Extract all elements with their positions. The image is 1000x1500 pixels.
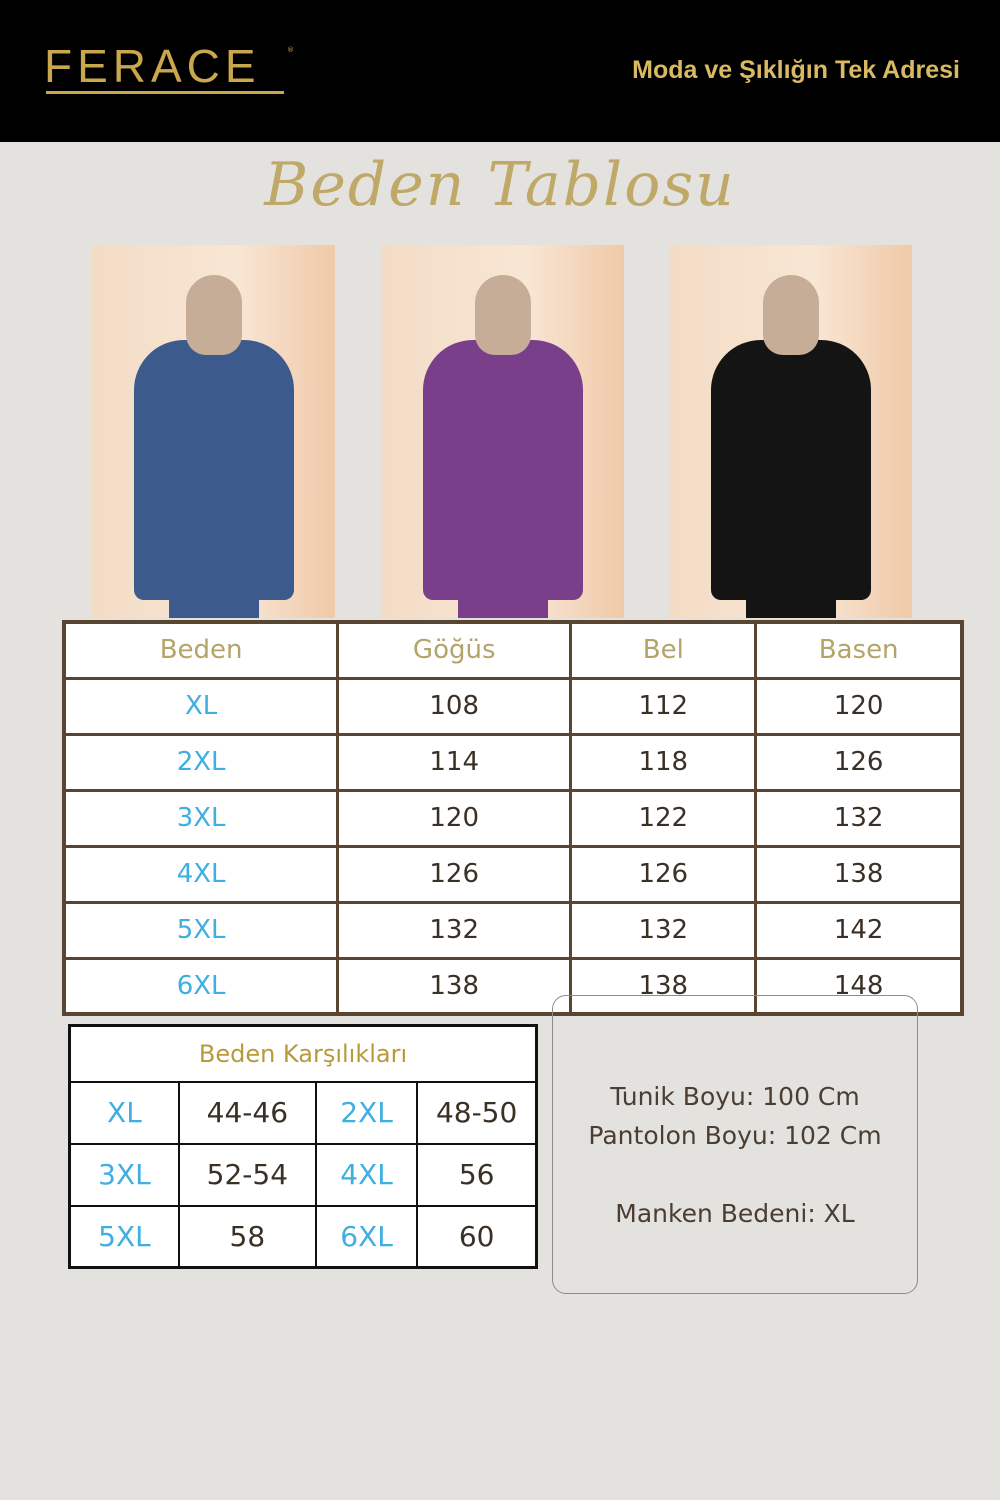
table-cell: 114	[336, 732, 573, 792]
table-cell: 4XL	[62, 844, 340, 904]
equivalents-title: Beden Karşılıkları	[68, 1024, 538, 1083]
table-cell: 2XL	[314, 1080, 419, 1145]
table-cell: 6XL	[314, 1204, 419, 1269]
table-cell: 132	[754, 788, 964, 848]
table-cell: XL	[62, 676, 340, 736]
table-cell: 5XL	[68, 1204, 180, 1269]
brand-logo: FERACE	[44, 40, 261, 92]
table-row: 2XL 114 118 126	[62, 732, 964, 792]
table-cell: 142	[754, 900, 964, 960]
header: FERACE ® Moda ve Şıklığın Tek Adresi	[0, 0, 1000, 142]
page-title: Beden Tablosu	[264, 150, 736, 220]
table-cell: 126	[569, 844, 758, 904]
table-cell: 112	[569, 676, 758, 736]
table-row: 5XL 132 132 142	[62, 900, 964, 960]
table-cell: 118	[569, 732, 758, 792]
table-cell: 52-54	[177, 1142, 317, 1207]
table-cell: 3XL	[68, 1142, 180, 1207]
table-cell: 138	[336, 956, 573, 1016]
table-cell: 4XL	[314, 1142, 419, 1207]
tunic-length: Tunik Boyu: 100 Cm	[610, 1082, 860, 1111]
slogan: Moda ve Şıklığın Tek Adresi	[632, 56, 960, 84]
column-header: Bel	[569, 620, 758, 680]
model-size: Manken Bedeni: XL	[615, 1199, 855, 1228]
table-header-row: Beden Göğüs Bel Basen	[62, 620, 964, 680]
table-cell: 56	[416, 1142, 538, 1207]
table-cell: 120	[336, 788, 573, 848]
table-cell: 108	[336, 676, 573, 736]
table-row: 3XL 120 122 132	[62, 788, 964, 848]
table-cell: 126	[336, 844, 573, 904]
table-cell: 132	[569, 900, 758, 960]
table-row: 3XL 52-54 4XL 56	[68, 1142, 538, 1207]
table-cell: 132	[336, 900, 573, 960]
table-cell: 138	[754, 844, 964, 904]
table-row: 5XL 58 6XL 60	[68, 1204, 538, 1269]
table-cell: 3XL	[62, 788, 340, 848]
column-header: Beden	[62, 620, 340, 680]
size-table: Beden Göğüs Bel Basen XL 108 112 120 2XL 114 118 12…	[62, 620, 964, 1016]
table-cell: 44-46	[177, 1080, 317, 1145]
size-equivalents-table: Beden Karşılıkları XL 44-46 2XL 48-50 3XL 52-…	[68, 1024, 538, 1269]
column-header: Basen	[754, 620, 964, 680]
table-cell: 6XL	[62, 956, 340, 1016]
table-cell: 5XL	[62, 900, 340, 960]
registered-mark: ®	[287, 46, 294, 54]
model-photo	[92, 245, 335, 618]
info-box: Tunik Boyu: 100 Cm Pantolon Boyu: 102 Cm…	[552, 995, 918, 1294]
table-cell: 48-50	[416, 1080, 538, 1145]
pants-length: Pantolon Boyu: 102 Cm	[588, 1121, 882, 1150]
table-row: 6XL 138 138 148	[62, 956, 964, 1016]
logo-underline	[46, 91, 284, 94]
table-cell: 120	[754, 676, 964, 736]
table-row: XL 44-46 2XL 48-50	[68, 1080, 538, 1145]
table-cell: XL	[68, 1080, 180, 1145]
table-cell: 122	[569, 788, 758, 848]
table-cell: 126	[754, 732, 964, 792]
table-cell: 60	[416, 1204, 538, 1269]
table-cell: 2XL	[62, 732, 340, 792]
table-cell: 58	[177, 1204, 317, 1269]
model-photo	[381, 245, 624, 618]
model-photo	[669, 245, 912, 618]
table-row: 4XL 126 126 138	[62, 844, 964, 904]
table-row: XL 108 112 120	[62, 676, 964, 736]
table-cell: 148	[754, 956, 964, 1016]
column-header: Göğüs	[336, 620, 573, 680]
